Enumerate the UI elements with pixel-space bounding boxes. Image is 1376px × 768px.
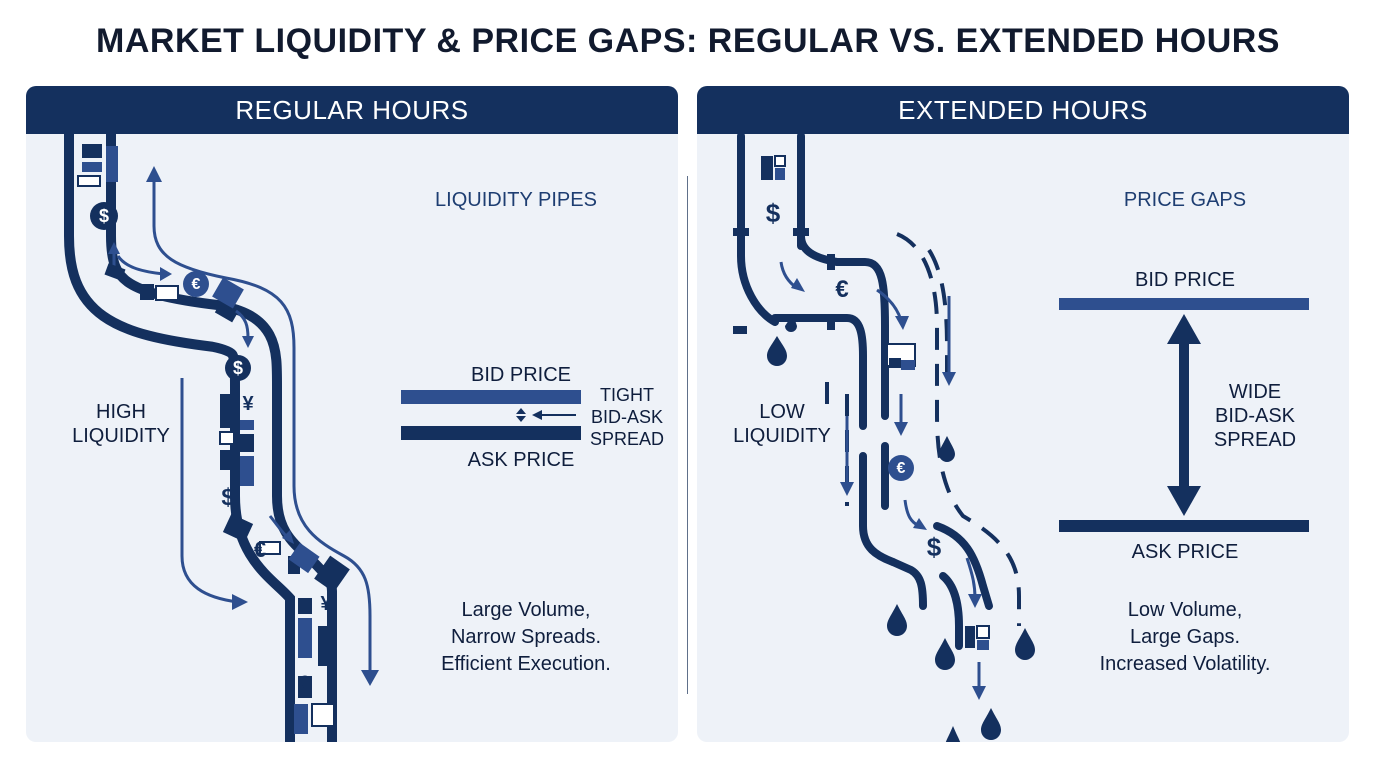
regular-euro-coin-icon — [183, 271, 209, 297]
main-title: MARKET LIQUIDITY & PRICE GAPS: REGULAR V… — [96, 22, 1280, 60]
low-liquidity-label: LOW LIQUIDITY — [707, 400, 857, 448]
regular-ask-price-label: ASK PRICE — [467, 449, 575, 471]
regular-liquidity-pipe-diagram — [64, 126, 581, 742]
regular-dollar-coin-icon — [90, 202, 118, 230]
extended-bid-line — [1059, 298, 1309, 310]
low-liquidity-line2: LIQUIDITY — [733, 425, 831, 447]
tight-spread-label: TIGHT BID-ASK SPREAD — [582, 384, 672, 450]
tight-spread-line1: TIGHT — [600, 385, 654, 405]
liquidity-drip-icons — [767, 314, 1035, 742]
regular-dollar-coin-2-icon — [225, 355, 251, 381]
flow-arrow-up-icon — [146, 166, 162, 182]
dollar-symbol-2: $ — [232, 358, 243, 378]
extended-summary-line3: Increased Volatility. — [1099, 653, 1271, 675]
regular-ask-line — [401, 426, 581, 440]
tight-spread-line3: SPREAD — [589, 429, 665, 449]
extended-hours-header: EXTENDED HOURS — [697, 86, 1349, 134]
extended-summary: Low Volume, Large Gaps. Increased Volati… — [1065, 597, 1305, 678]
ext-euro-symbol: € — [835, 276, 849, 303]
wide-spread-line2: BID-ASK — [1214, 405, 1296, 427]
ext-dollar-symbol: $ — [765, 198, 781, 228]
high-liquidity-line1: HIGH — [96, 401, 146, 423]
panel-divider — [687, 176, 688, 694]
wide-spread-up-arrow-icon — [1167, 314, 1201, 344]
extended-liquidity-pipe-diagram — [733, 132, 1309, 742]
spread-up-icon — [516, 408, 526, 414]
ext-dollar-symbol-2: $ — [926, 532, 942, 562]
wide-spread-label: WIDE BID-ASK SPREAD — [1197, 380, 1313, 452]
extended-bid-price-label: BID PRICE — [1134, 269, 1236, 291]
tight-spread-line2: BID-ASK — [590, 407, 664, 427]
high-liquidity-label: HIGH LIQUIDITY — [46, 400, 196, 448]
dollar-symbol: $ — [98, 206, 109, 226]
regular-hours-header: REGULAR HOURS — [26, 86, 678, 134]
regular-summary-line1: Large Volume, — [461, 599, 591, 621]
extended-ask-price-label: ASK PRICE — [1131, 541, 1239, 563]
dollar-symbol-3: $ — [221, 484, 235, 511]
euro-symbol-3: € — [297, 671, 311, 696]
extended-summary-line1: Low Volume, — [1127, 599, 1243, 621]
price-gaps-label: PRICE GAPS — [1123, 189, 1247, 211]
regular-summary-line3: Efficient Execution. — [441, 653, 611, 675]
ext-euro-symbol-2: € — [896, 460, 906, 477]
yen-symbol: ¥ — [242, 393, 254, 415]
liquidity-pipes-label: LIQUIDITY PIPES — [435, 189, 597, 211]
regular-bid-line — [401, 390, 581, 404]
regular-summary-line2: Narrow Spreads. — [450, 626, 602, 648]
regular-bid-price-label: BID PRICE — [470, 364, 572, 386]
high-liquidity-line2: LIQUIDITY — [72, 425, 170, 447]
spread-down-icon — [516, 416, 526, 422]
wide-spread-line1: WIDE — [1228, 381, 1282, 403]
extended-ask-line — [1059, 520, 1309, 532]
regular-summary: Large Volume, Narrow Spreads. Efficient … — [406, 597, 646, 678]
euro-symbol-2: € — [253, 537, 267, 562]
yen-symbol-2: ¥ — [320, 593, 332, 615]
euro-symbol: € — [191, 276, 201, 293]
extended-hours-panel: EXTENDED HOURS PRICE GAPS LOW LIQUIDITY … — [697, 86, 1349, 742]
wide-spread-line3: SPREAD — [1213, 429, 1297, 451]
regular-hours-panel: REGULAR HOURS LIQUIDITY PIPES HIGH LIQUI… — [26, 86, 678, 742]
extended-summary-line2: Large Gaps. — [1129, 626, 1241, 648]
low-liquidity-line1: LOW — [759, 401, 805, 423]
extended-euro-coin-icon — [888, 455, 914, 481]
flow-arrow-down-icon — [361, 670, 379, 686]
wide-spread-down-arrow-icon — [1167, 486, 1201, 516]
